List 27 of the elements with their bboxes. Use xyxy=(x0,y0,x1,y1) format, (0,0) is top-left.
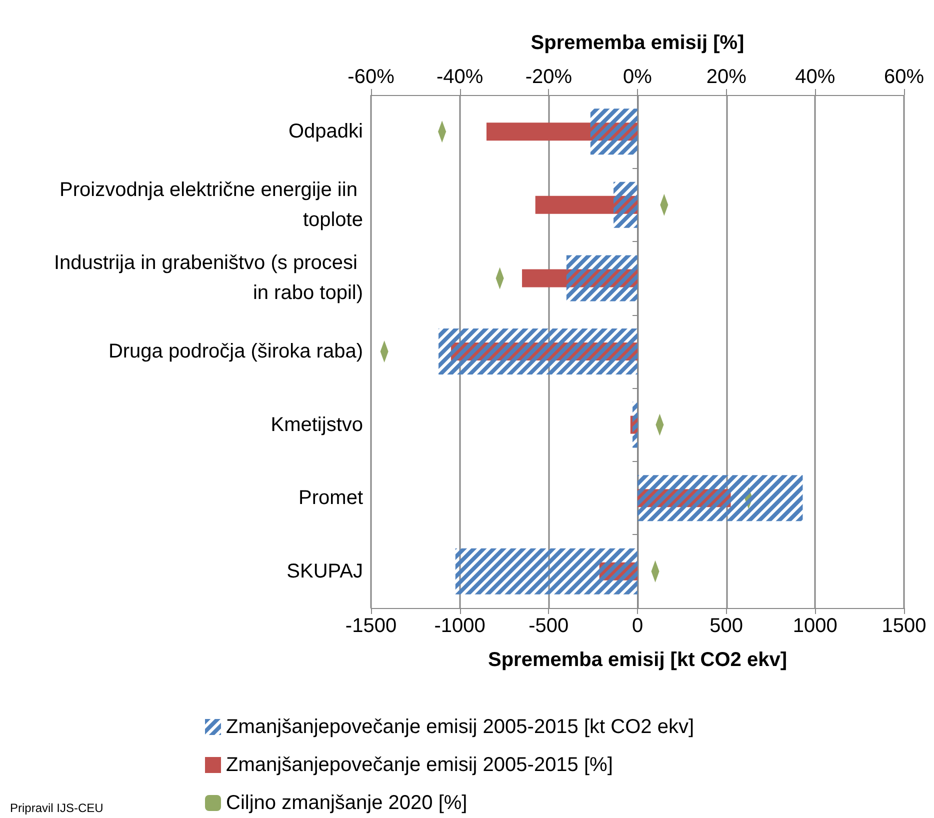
x-tick-label: -1000 xyxy=(434,615,486,637)
x-tick-label: 1000 xyxy=(792,615,838,637)
x2-tick-label: 0% xyxy=(623,66,652,88)
y-tick-label: Promet xyxy=(298,487,364,510)
legend-label: Zmanjšanjepovečanje emisij 2005-2015 [kt CO2 ekv] xyxy=(226,716,694,738)
y-tick-label: SKUPAJ xyxy=(286,560,363,582)
x2-tick-label: -40% xyxy=(436,66,484,88)
legend-label: Ciljno zmanjšanje 2020 [%] xyxy=(226,792,468,814)
x-tick-label: 500 xyxy=(710,615,744,637)
x-tick-label: -500 xyxy=(528,615,569,637)
y-tick-label: Proizvodnja električne energije iin toplote xyxy=(60,178,363,231)
text: Pripravil IJS-CEU xyxy=(10,801,104,815)
x2-axis-title: Sprememba emisij [%] xyxy=(530,32,744,54)
x2-tick-label: -60% xyxy=(348,66,395,88)
y-tick-label: Odpadki xyxy=(288,120,363,143)
x2-tick-label: -20% xyxy=(525,66,572,88)
x2-tick-label: 20% xyxy=(706,66,747,88)
legend-label: Zmanjšanjepovečanje emisij 2005-2015 [%] xyxy=(226,754,613,776)
y-tick-label: Industrija in grabeništvo (s procesi in rabo topil) xyxy=(54,252,363,304)
x-tick-label: 1500 xyxy=(882,615,926,637)
x-tick-label: 0 xyxy=(632,615,644,637)
y-tick-label: Druga področja (široka raba) xyxy=(108,340,363,362)
x2-tick-label: 40% xyxy=(795,66,836,88)
x2-tick-label: 60% xyxy=(884,66,924,88)
x-tick-label: -1500 xyxy=(345,615,397,637)
y-tick-label: Kmetijstvo xyxy=(270,414,363,436)
x-axis-title: Sprememba emisij [kt CO2 ekv] xyxy=(488,649,788,671)
